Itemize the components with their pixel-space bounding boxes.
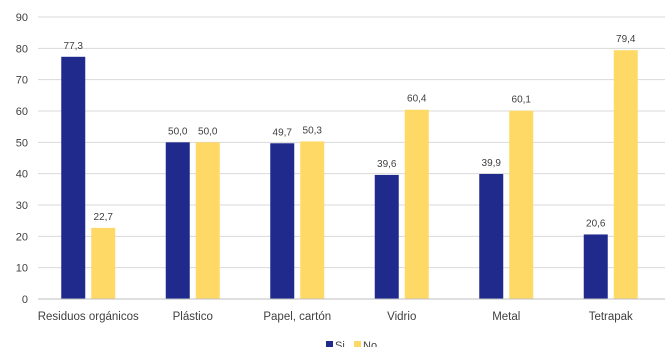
data-label: 50,3	[303, 125, 323, 136]
legend-label: Si	[335, 340, 345, 347]
x-tick-label: Plástico	[173, 311, 213, 323]
y-tick-label: 30	[16, 200, 28, 212]
bar-si	[165, 142, 190, 299]
data-label: 50,0	[198, 126, 218, 137]
x-tick-label: Metal	[492, 311, 520, 323]
bar-si	[61, 56, 86, 299]
y-tick-label: 70	[16, 75, 28, 87]
bar-si	[270, 143, 295, 299]
bar-si	[583, 234, 608, 299]
data-label: 20,6	[586, 218, 606, 229]
x-tick-label: Tetrapak	[589, 311, 633, 323]
bars	[61, 50, 638, 299]
data-label: 39,6	[377, 159, 397, 170]
data-label: 77,3	[64, 41, 84, 52]
x-axis-ticks: Residuos orgánicos Plástico Papel, cartón V…	[38, 311, 633, 323]
bar-no	[404, 109, 429, 299]
data-label: 22,7	[94, 212, 114, 223]
data-label: 60,1	[512, 95, 532, 106]
y-tick-label: 20	[16, 231, 28, 243]
legend-swatch-si	[326, 341, 333, 347]
y-tick-label: 50	[16, 137, 28, 149]
data-label: 49,7	[273, 127, 293, 138]
y-tick-label: 10	[16, 263, 28, 275]
data-label: 50,0	[168, 126, 188, 137]
y-tick-label: 0	[22, 294, 28, 306]
y-tick-label: 60	[16, 106, 28, 118]
bar-no	[300, 141, 325, 299]
y-tick-label: 90	[16, 12, 28, 24]
bar-no	[613, 50, 638, 299]
data-label: 39,9	[482, 158, 502, 169]
data-label: 60,4	[407, 94, 427, 105]
bar-no	[91, 227, 116, 299]
y-tick-label: 40	[16, 169, 28, 181]
legend-swatch-no	[354, 341, 361, 347]
legend: Si No	[326, 340, 377, 347]
y-axis-ticks: 0 10 20 30 40 50 60 70 80 90	[16, 12, 28, 306]
x-tick-label: Vidrio	[387, 311, 416, 323]
x-tick-label: Residuos orgánicos	[38, 311, 139, 323]
bar-no	[509, 110, 534, 299]
bar-no	[195, 142, 220, 299]
gridlines	[38, 16, 665, 269]
bar-si	[374, 174, 399, 299]
x-tick-label: Papel, cartón	[263, 311, 331, 323]
bar-si	[479, 173, 504, 299]
data-label: 79,4	[616, 34, 636, 45]
y-tick-label: 80	[16, 43, 28, 55]
data-labels: 77,3 22,7 50,0 50,0 49,7 50,3 39,6 60,4 39,9 60,1…	[64, 34, 636, 229]
legend-label: No	[363, 340, 377, 347]
